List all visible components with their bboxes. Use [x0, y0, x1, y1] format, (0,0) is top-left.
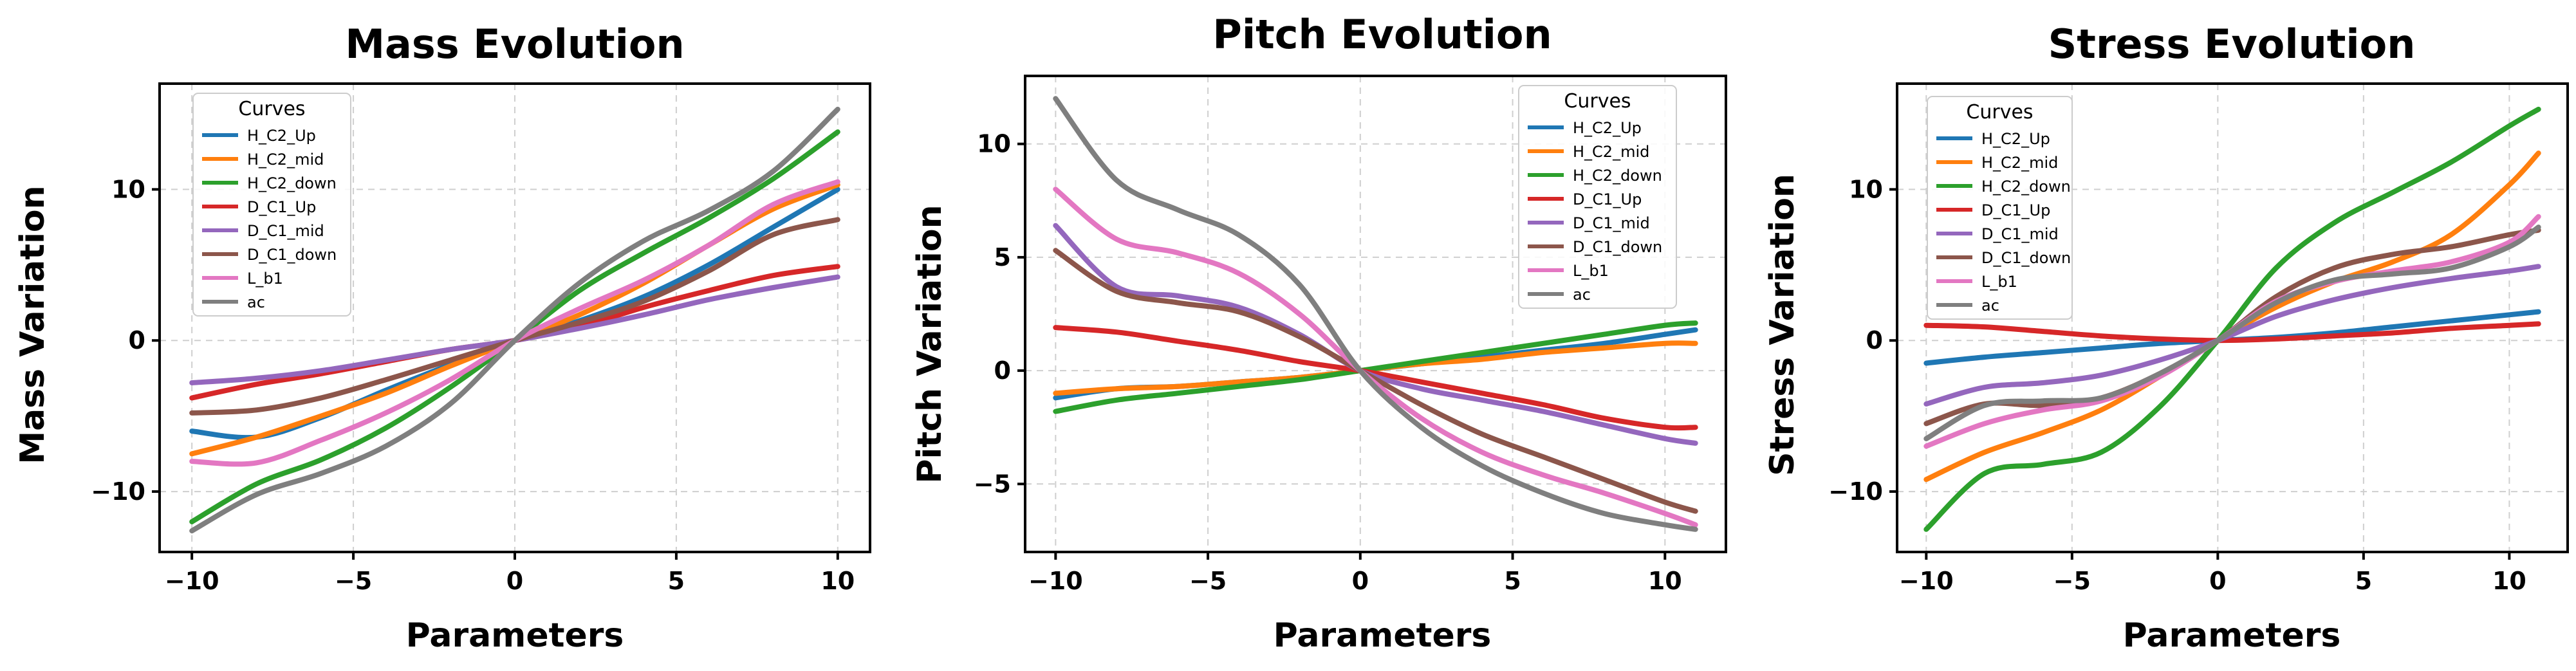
mass-x-tick-label: 5 [668, 567, 685, 595]
mass-x-tick-label: 0 [506, 567, 523, 595]
pitch-series-ac [1053, 96, 1698, 532]
mass-legend-label-h-c2-down: H_C2_down [247, 174, 337, 192]
pitch-legend-label-l-b1: L_b1 [1573, 262, 1609, 280]
pitch-legend: Curves H_C2_Up H_C2_mid H_C2_down D_C1_Up D_C… [1518, 85, 1677, 309]
mass-chart-title: Mass Evolution [345, 21, 684, 68]
stress-x-tick-label: 5 [2355, 567, 2372, 595]
mass-x-axis-label: Parameters [406, 616, 624, 655]
mass-legend: Curves H_C2_Up H_C2_mid H_C2_down D_C1_Up D_C… [192, 93, 351, 317]
pitch-y-axis-label: Pitch Variation [911, 205, 949, 483]
stress-series-d-c1-mid [1923, 264, 2541, 407]
mass-y-tick-label: 0 [129, 326, 145, 354]
mass-legend-label-h-c2-mid: H_C2_mid [247, 151, 324, 169]
stress-legend-label-d-c1-mid: D_C1_mid [1981, 225, 2059, 243]
mass-legend-label-d-c1-up: D_C1_Up [247, 198, 316, 216]
mass-series-ac [189, 106, 840, 534]
mass-legend-label-h-c2-up: H_C2_Up [247, 127, 316, 145]
mass-legend-box [192, 93, 351, 317]
mass-y-axis-label: Mass Variation [14, 185, 52, 464]
stress-x-axis-label: Parameters [2123, 616, 2341, 655]
stress-plot-area: −10 −5 0 5 10 −10 0 10 Curves H_C2_Up H_C2_mid H_C2… [1828, 82, 2569, 595]
stress-y-tick-label: 0 [1866, 326, 1883, 354]
mass-evolution-panel: Mass Evolution Parameters Mass Variation… [14, 21, 871, 655]
stress-legend-box [1927, 96, 2073, 320]
pitch-legend-label-d-c1-down: D_C1_down [1573, 238, 1662, 256]
stress-legend-label-d-c1-down: D_C1_down [1981, 249, 2071, 267]
pitch-x-tick-label: 0 [1352, 567, 1369, 595]
stress-evolution-panel: Stress Evolution Parameters Stress Varia… [1763, 21, 2569, 655]
stress-axes-frame [1896, 82, 2569, 553]
pitch-y-tick-label: 10 [977, 130, 1011, 158]
mass-x-tick-label: −5 [335, 567, 372, 595]
pitch-series-d-c1-down [1053, 248, 1698, 514]
pitch-series-h-c2-down [1053, 320, 1698, 414]
mass-x-tick-label: 10 [820, 567, 855, 595]
pitch-legend-label-d-c1-up: D_C1_Up [1573, 190, 1642, 208]
stress-series-ac [1923, 225, 2541, 441]
stress-y-tick-label: −10 [1828, 477, 1883, 506]
stress-series-d-c1-up [1923, 321, 2541, 344]
mass-legend-label-d-c1-down: D_C1_down [247, 246, 337, 264]
stress-legend-label-ac: ac [1981, 297, 1999, 315]
stress-series-h-c2-down [1923, 106, 2541, 532]
pitch-legend-box [1518, 85, 1677, 309]
pitch-x-tick-label: −10 [1028, 567, 1083, 595]
stress-x-tick-label: 10 [2492, 567, 2526, 595]
pitch-legend-title: Curves [1564, 90, 1631, 113]
stress-legend-label-h-c2-down: H_C2_down [1981, 178, 2071, 196]
pitch-plot-area: −10 −5 0 5 10 −5 0 5 10 Curves H_C2_Up H_C2_mid H_C2… [974, 75, 1727, 595]
pitch-legend-label-h-c2-down: H_C2_down [1573, 167, 1662, 185]
mass-y-tick-label: 10 [111, 175, 145, 203]
pitch-y-tick-label: −5 [974, 470, 1011, 498]
stress-legend-label-l-b1: L_b1 [1981, 273, 2017, 291]
stress-x-tick-label: −5 [2053, 567, 2091, 595]
pitch-x-tick-label: −5 [1189, 567, 1227, 595]
stress-legend-label-h-c2-up: H_C2_Up [1981, 130, 2050, 148]
stress-legend-title: Curves [1966, 101, 2033, 124]
mass-legend-label-ac: ac [247, 293, 265, 311]
stress-x-tick-label: −10 [1899, 567, 1954, 595]
pitch-y-tick-label: 5 [994, 243, 1011, 271]
pitch-legend-label-d-c1-mid: D_C1_mid [1573, 214, 1650, 232]
pitch-y-tick-label: 0 [994, 356, 1011, 385]
pitch-axes-frame [1024, 75, 1727, 553]
mass-legend-title: Curves [238, 98, 305, 120]
pitch-series-d-c1-up [1053, 325, 1698, 431]
mass-x-tick-label: −10 [165, 567, 219, 595]
mass-legend-label-d-c1-mid: D_C1_mid [247, 222, 324, 240]
stress-x-tick-label: 0 [2209, 567, 2226, 595]
pitch-evolution-panel: Pitch Evolution Parameters Pitch Variati… [911, 11, 1727, 655]
pitch-x-tick-label: 5 [1504, 567, 1521, 595]
pitch-legend-label-h-c2-mid: H_C2_mid [1573, 143, 1649, 161]
stress-legend-label-d-c1-up: D_C1_Up [1981, 201, 2050, 219]
stress-legend: Curves H_C2_Up H_C2_mid H_C2_down D_C1_Up D_C… [1927, 96, 2073, 320]
pitch-x-tick-label: 10 [1648, 567, 1682, 595]
mass-legend-label-l-b1: L_b1 [247, 270, 283, 288]
pitch-legend-label-ac: ac [1573, 286, 1591, 304]
pitch-chart-title: Pitch Evolution [1212, 11, 1552, 58]
stress-y-axis-label: Stress Variation [1763, 174, 1802, 476]
pitch-legend-label-h-c2-up: H_C2_Up [1573, 119, 1642, 137]
pitch-x-axis-label: Parameters [1274, 616, 1492, 655]
mass-plot-area: −10 −5 0 5 10 −10 0 10 Curves H_C2_Up H_C2_mid H_C2… [91, 82, 871, 595]
stress-y-tick-label: 10 [1849, 175, 1883, 203]
mass-y-tick-label: −10 [91, 477, 145, 506]
stress-legend-label-h-c2-mid: H_C2_mid [1981, 154, 2058, 172]
stress-chart-title: Stress Evolution [2048, 21, 2416, 68]
